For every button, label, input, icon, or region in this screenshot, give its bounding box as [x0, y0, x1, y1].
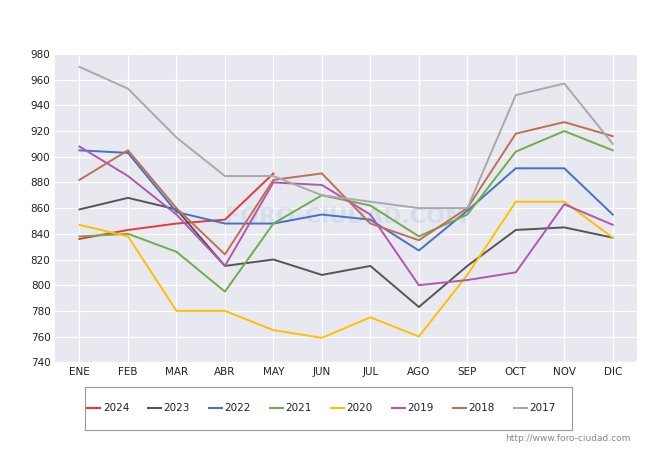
- Text: 2017: 2017: [529, 403, 556, 414]
- Text: 2022: 2022: [225, 403, 251, 414]
- Text: 2018: 2018: [469, 403, 495, 414]
- Text: 2019: 2019: [408, 403, 434, 414]
- Text: FORO-CIUDAD.COM: FORO-CIUDAD.COM: [225, 207, 467, 227]
- Text: Afiliados en la Llosa de Ranes a 31/5/2024: Afiliados en la Llosa de Ranes a 31/5/20…: [163, 9, 487, 24]
- Text: 2024: 2024: [103, 403, 129, 414]
- Text: http://www.foro-ciudad.com: http://www.foro-ciudad.com: [505, 434, 630, 443]
- Text: 2021: 2021: [285, 403, 312, 414]
- Text: 2023: 2023: [164, 403, 190, 414]
- Text: 2020: 2020: [346, 403, 373, 414]
